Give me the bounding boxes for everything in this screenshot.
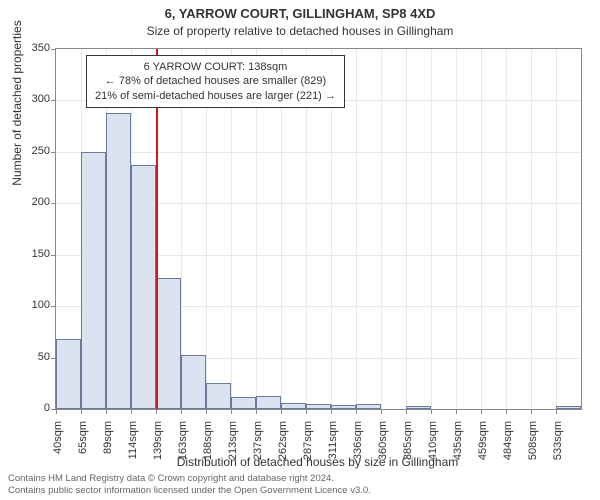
x-tick-label: 360sqm [377,421,389,471]
x-tick-label: 311sqm [327,421,339,471]
grid-line [456,49,457,409]
grid-line [506,49,507,409]
x-tick-mark [406,409,407,414]
x-tick-mark [181,409,182,414]
histogram-bar [556,406,581,409]
chart-subtitle: Size of property relative to detached ho… [0,24,600,38]
x-tick-mark [356,409,357,414]
x-tick-mark [431,409,432,414]
histogram-bar [56,339,81,409]
x-tick-mark [231,409,232,414]
x-tick-label: 40sqm [52,421,64,471]
grid-line [531,49,532,409]
histogram-bar [81,152,106,409]
annotation-line: 6 YARROW COURT: 138sqm [95,60,336,74]
x-tick-mark [306,409,307,414]
y-tick-mark [51,255,56,256]
y-axis-label: Number of detached properties [10,0,24,228]
x-tick-label: 533sqm [552,421,564,471]
x-tick-mark [206,409,207,414]
histogram-bar [281,403,306,409]
x-tick-mark [506,409,507,414]
annotation-line: 21% of semi-detached houses are larger (… [95,89,336,103]
y-tick-label: 200 [10,196,50,208]
histogram-bar [256,396,281,409]
x-tick-label: 188sqm [202,421,214,471]
y-tick-mark [51,203,56,204]
x-tick-label: 287sqm [302,421,314,471]
y-tick-label: 350 [10,42,50,54]
y-tick-label: 100 [10,299,50,311]
x-tick-label: 237sqm [252,421,264,471]
annotation-line: ← 78% of detached houses are smaller (82… [95,74,336,88]
x-tick-label: 508sqm [527,421,539,471]
x-tick-label: 385sqm [402,421,414,471]
x-tick-mark [156,409,157,414]
grid-line [431,49,432,409]
x-tick-mark [556,409,557,414]
y-tick-mark [51,306,56,307]
y-tick-label: 300 [10,93,50,105]
x-tick-label: 163sqm [177,421,189,471]
x-tick-label: 65sqm [77,421,89,471]
histogram-bar [156,278,181,409]
x-tick-mark [256,409,257,414]
chart-footer: Contains HM Land Registry data © Crown c… [8,473,371,496]
y-tick-label: 0 [10,402,50,414]
histogram-bar [306,404,331,409]
grid-line [481,49,482,409]
x-tick-mark [131,409,132,414]
y-tick-label: 50 [10,351,50,363]
x-tick-label: 336sqm [352,421,364,471]
x-tick-mark [81,409,82,414]
footer-line-1: Contains HM Land Registry data © Crown c… [8,473,371,484]
x-tick-label: 139sqm [152,421,164,471]
x-tick-label: 459sqm [477,421,489,471]
x-tick-mark [56,409,57,414]
grid-line [556,49,557,409]
x-tick-mark [456,409,457,414]
plot-area: 6 YARROW COURT: 138sqm← 78% of detached … [55,48,582,410]
grid-line [406,49,407,409]
x-tick-label: 114sqm [127,421,139,471]
y-tick-mark [51,100,56,101]
y-tick-mark [51,49,56,50]
grid-line [356,49,357,409]
x-tick-label: 435sqm [452,421,464,471]
y-tick-label: 150 [10,248,50,260]
histogram-bar [131,165,156,409]
x-tick-mark [531,409,532,414]
x-tick-label: 262sqm [277,421,289,471]
grid-line [381,49,382,409]
x-tick-mark [106,409,107,414]
chart-title: 6, YARROW COURT, GILLINGHAM, SP8 4XD [0,6,600,21]
footer-line-2: Contains public sector information licen… [8,485,371,496]
annotation-box: 6 YARROW COURT: 138sqm← 78% of detached … [86,55,345,108]
histogram-bar [106,113,131,409]
y-tick-label: 250 [10,145,50,157]
x-tick-mark [281,409,282,414]
grid-line [56,152,581,153]
histogram-bar [331,405,356,409]
histogram-bar [181,355,206,410]
histogram-bar [206,383,231,409]
x-tick-label: 410sqm [427,421,439,471]
x-tick-mark [331,409,332,414]
x-tick-label: 213sqm [227,421,239,471]
histogram-bar [356,404,381,409]
x-tick-mark [481,409,482,414]
x-tick-mark [381,409,382,414]
x-tick-label: 484sqm [502,421,514,471]
x-tick-label: 89sqm [102,421,114,471]
y-tick-mark [51,152,56,153]
histogram-bar [231,397,256,409]
histogram-bar [406,406,431,409]
